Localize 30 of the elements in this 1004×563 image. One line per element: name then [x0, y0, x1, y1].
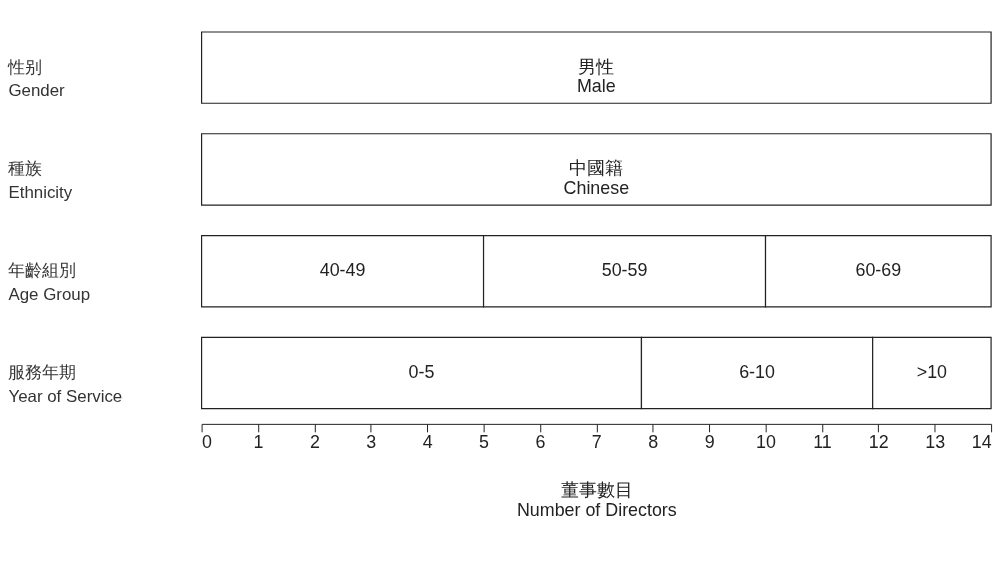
- data-label: >10: [916, 361, 948, 382]
- x-tick-label: 5: [479, 432, 490, 453]
- y-tick-label: 年齡組別 Age Group: [8, 261, 91, 304]
- y-tick-label: 服務年期 Year of Service: [8, 362, 123, 406]
- x-tick-label: 9: [704, 432, 715, 453]
- data-label: 60-69: [855, 260, 902, 281]
- x-tick-label: 4: [422, 432, 433, 453]
- data-label: 0-5: [408, 361, 435, 382]
- x-tick-label: 0: [202, 432, 213, 453]
- bar: [200, 31, 992, 104]
- bar: [200, 133, 992, 206]
- x-axis-title: 董事數目 Number of Directors: [516, 479, 677, 520]
- x-tick-label: 1: [253, 432, 264, 453]
- y-tick-label: 種族 Ethnicity: [8, 159, 73, 203]
- x-tick-label: 14: [971, 432, 992, 453]
- x-tick-label: 11: [813, 432, 832, 453]
- x-tick-label: 3: [366, 432, 377, 453]
- y-tick-label: 性别 Gender: [7, 57, 66, 101]
- x-tick-label: 6: [535, 432, 546, 453]
- x-tick-label: 7: [591, 432, 602, 453]
- x-tick-label: 12: [868, 432, 889, 453]
- x-tick-label: 8: [648, 432, 659, 453]
- data-label: 50-59: [601, 260, 648, 281]
- data-label: 6-10: [739, 361, 775, 382]
- x-tick-label: 10: [756, 432, 777, 453]
- x-tick-label: 2: [309, 432, 320, 453]
- data-label: 男性 Male: [576, 56, 616, 97]
- x-tick-label: 13: [925, 432, 946, 453]
- data-label: 40-49: [319, 260, 366, 281]
- data-label: 中國籍 Chinese: [563, 158, 630, 199]
